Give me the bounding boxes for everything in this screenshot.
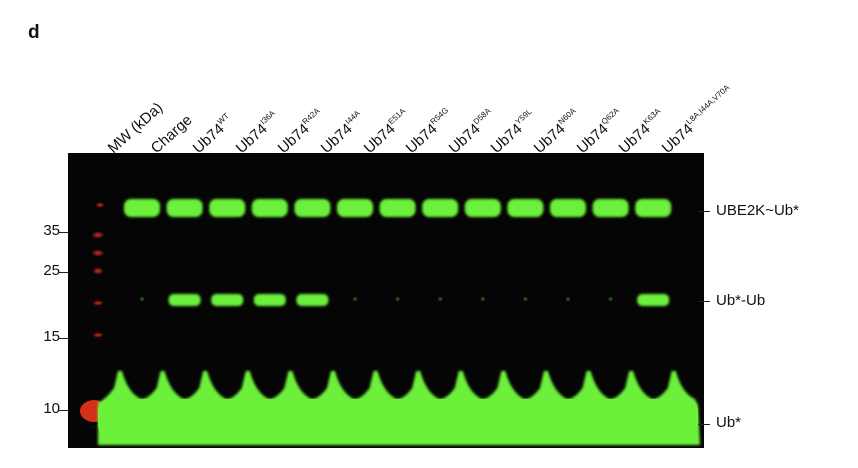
lane-label-superscript: L8A,I44A,V70A: [684, 83, 732, 127]
ub-ub-band: [211, 294, 244, 306]
faint-spot: [608, 297, 613, 301]
ub-ub-band: [296, 294, 329, 306]
ube2k-ub-band: [422, 199, 459, 217]
lane-label-superscript: R54G: [428, 105, 451, 127]
western-blot-image: [68, 153, 704, 448]
band-tick-ube2k: [698, 211, 710, 212]
band-label-ub-star-ub: Ub*-Ub: [716, 292, 766, 309]
lane-label-superscript: Q62A: [599, 105, 621, 127]
faint-spot: [395, 297, 400, 301]
ladder-band: [91, 249, 105, 257]
lane-label-base: Ub74: [275, 120, 314, 157]
ub-ub-band: [637, 294, 670, 306]
ube2k-ub-bands: [124, 199, 672, 217]
lane-label-13: Ub74L8A,I44A,V70A: [658, 83, 737, 157]
mw-tick-35: [58, 232, 68, 233]
lane-label-superscript: D58A: [471, 106, 493, 127]
lane-label-11: Ub74Q62A: [573, 105, 626, 157]
ube2k-ub-band: [635, 199, 672, 217]
lane-label-6: Ub74E51A: [360, 107, 413, 157]
mw-label-15: 15: [43, 328, 60, 345]
mw-tick-10: [58, 410, 68, 411]
ladder-band: [95, 202, 105, 208]
ub-ub-bands: [140, 294, 670, 306]
ube2k-ub-band: [166, 199, 203, 217]
faint-spot: [140, 297, 144, 301]
panel-letter: d: [28, 22, 40, 43]
ube2k-ub-band: [209, 199, 246, 217]
mw-label-25: 25: [43, 262, 60, 279]
ube2k-ub-band: [251, 199, 288, 217]
lane-label-superscript: K63A: [641, 106, 663, 127]
mw-tick-15: [58, 338, 68, 339]
band-tick-ub-star: [698, 424, 710, 425]
faint-spot: [523, 297, 528, 301]
faint-spot: [566, 297, 570, 301]
lane-label-9: Ub74Y59L: [488, 107, 540, 157]
ub-star-band-body: [98, 399, 698, 437]
band-tick-ub-ub: [698, 301, 710, 302]
lane-label-10: Ub74N60A: [531, 106, 584, 157]
lane-label-4: Ub74R42A: [275, 106, 328, 157]
faint-spot: [353, 297, 357, 301]
ladder-band: [92, 332, 104, 338]
ube2k-ub-band: [294, 199, 331, 217]
ub-star-band: [98, 371, 700, 445]
lane-label-superscript: R42A: [300, 106, 322, 127]
lane-label-2: Ub74WT: [190, 111, 237, 157]
ladder-band: [92, 300, 104, 306]
ube2k-ub-band: [124, 199, 160, 217]
ladder-band: [92, 267, 104, 275]
ub-ub-band: [253, 294, 286, 306]
lane-label-superscript: N60A: [556, 106, 578, 127]
ube2k-ub-band: [464, 199, 501, 217]
band-label-ube2k-ub: UBE2K~Ub*: [716, 202, 799, 219]
ube2k-ub-band: [507, 199, 544, 217]
ube2k-ub-band: [379, 199, 416, 217]
lane-label-8: Ub74D58A: [445, 106, 498, 157]
lane-label-superscript: Y59L: [513, 107, 534, 127]
mw-label-10: 10: [43, 400, 60, 417]
ube2k-ub-band: [550, 199, 586, 217]
mw-label-35: 35: [43, 222, 60, 239]
faint-spot: [438, 297, 443, 301]
lane-label-7: Ub74R54G: [403, 106, 457, 157]
ub-ub-band: [168, 294, 201, 306]
lane-label-3: Ub74I36A: [232, 109, 282, 157]
ube2k-ub-band: [337, 199, 373, 217]
lane-label-12: Ub74K63A: [616, 107, 669, 157]
lane-label-superscript: E51A: [386, 106, 407, 127]
lane-label-base: Ub74: [488, 120, 527, 157]
faint-spot: [480, 297, 485, 301]
ladder-band: [91, 231, 105, 239]
band-label-ub-star: Ub*: [716, 414, 742, 431]
mw-tick-25: [58, 272, 68, 273]
ube2k-ub-band: [592, 199, 629, 217]
